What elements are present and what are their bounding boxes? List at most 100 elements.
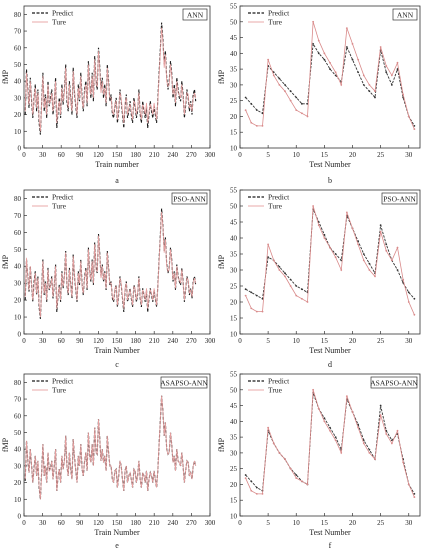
series-line-true bbox=[24, 395, 197, 500]
y-tick-label: 25 bbox=[230, 97, 238, 105]
x-axis-label: Test Number bbox=[309, 346, 351, 355]
legend-entry: Ture bbox=[52, 386, 67, 395]
y-tick-label: 60 bbox=[14, 44, 22, 52]
y-tick-label: 10 bbox=[14, 496, 22, 504]
data-point bbox=[362, 439, 365, 442]
data-point bbox=[244, 477, 247, 480]
data-point bbox=[329, 426, 331, 429]
data-point bbox=[312, 388, 315, 391]
data-point bbox=[374, 90, 376, 93]
series-line-predict bbox=[24, 208, 197, 319]
x-tick-label: 10 bbox=[293, 337, 301, 345]
series-line-true bbox=[245, 389, 415, 498]
data-point bbox=[374, 458, 376, 461]
data-point bbox=[385, 71, 388, 74]
data-point bbox=[255, 109, 258, 112]
x-tick-label: 5 bbox=[266, 337, 270, 345]
x-tick-label: 15 bbox=[321, 337, 329, 345]
data-point bbox=[385, 249, 388, 252]
panel-letter: a bbox=[115, 176, 119, 185]
model-badge-box bbox=[171, 192, 208, 205]
data-point bbox=[284, 272, 286, 275]
y-tick-label: 50 bbox=[14, 429, 22, 437]
y-tick-label: 40 bbox=[230, 418, 238, 426]
legend-entry: Predict bbox=[52, 193, 74, 202]
y-tick-label: 50 bbox=[230, 203, 238, 211]
data-point bbox=[413, 496, 416, 498]
data-point bbox=[323, 52, 326, 55]
data-point bbox=[379, 224, 382, 227]
x-tick-label: 15 bbox=[321, 151, 329, 159]
y-tick-label: 20 bbox=[14, 111, 22, 119]
data-point bbox=[284, 83, 286, 86]
data-point bbox=[289, 285, 292, 287]
x-tick-label: 300 bbox=[205, 337, 216, 345]
data-point bbox=[272, 71, 275, 74]
data-point bbox=[407, 291, 410, 294]
x-tick-label: 30 bbox=[405, 519, 413, 527]
data-point bbox=[295, 474, 298, 476]
model-badge: ASAPSO-ANN bbox=[370, 378, 418, 387]
x-tick-label: 25 bbox=[377, 337, 385, 345]
x-tick-label: 180 bbox=[130, 519, 141, 527]
x-tick-label: 150 bbox=[112, 337, 123, 345]
y-tick-label: 10 bbox=[14, 128, 22, 136]
data-point bbox=[267, 243, 270, 246]
data-point bbox=[244, 288, 247, 291]
data-point bbox=[261, 112, 264, 115]
legend-entry: Ture bbox=[52, 202, 67, 211]
data-point bbox=[255, 125, 258, 127]
data-point bbox=[329, 246, 331, 249]
data-point bbox=[278, 83, 281, 86]
x-tick-label: 0 bbox=[22, 151, 26, 159]
x-tick-label: 120 bbox=[93, 337, 104, 345]
panel-letter: d bbox=[328, 360, 332, 369]
data-point bbox=[390, 439, 393, 442]
data-point bbox=[278, 269, 281, 271]
data-point bbox=[407, 115, 410, 118]
y-tick-label: 10 bbox=[230, 145, 238, 153]
x-tick-label: 0 bbox=[238, 519, 242, 527]
data-point bbox=[323, 420, 326, 423]
x-tick-label: 60 bbox=[58, 151, 66, 159]
data-point bbox=[334, 71, 337, 74]
data-point bbox=[357, 240, 360, 243]
y-tick-label: 55 bbox=[230, 371, 238, 379]
y-tick-label: 60 bbox=[14, 412, 22, 420]
y-tick-label: 50 bbox=[14, 246, 22, 254]
data-point bbox=[323, 417, 326, 420]
y-tick-label: 30 bbox=[230, 267, 238, 275]
y-tick-label: 80 bbox=[14, 195, 22, 203]
data-point bbox=[368, 262, 371, 265]
y-tick-label: 0 bbox=[18, 513, 22, 521]
x-tick-label: 210 bbox=[149, 337, 160, 345]
data-point bbox=[390, 259, 393, 262]
y-tick-label: 45 bbox=[230, 402, 238, 410]
panel-letter: f bbox=[329, 541, 332, 550]
data-point bbox=[284, 90, 286, 93]
data-point bbox=[250, 121, 253, 124]
data-point bbox=[362, 74, 365, 77]
y-tick-label: 40 bbox=[14, 446, 22, 454]
data-point bbox=[272, 442, 275, 445]
x-tick-label: 240 bbox=[168, 151, 179, 159]
series-line-predict bbox=[24, 395, 197, 500]
data-point bbox=[345, 27, 348, 29]
x-axis-label: Train number bbox=[95, 160, 139, 169]
y-tick-label: 35 bbox=[230, 66, 238, 74]
data-point bbox=[362, 253, 365, 255]
y-tick-label: 25 bbox=[230, 283, 238, 291]
series-line-true bbox=[24, 211, 197, 318]
data-point bbox=[396, 68, 399, 71]
data-point bbox=[340, 269, 343, 271]
data-point bbox=[351, 410, 354, 413]
data-point bbox=[334, 439, 337, 442]
x-tick-label: 240 bbox=[168, 519, 179, 527]
data-point bbox=[278, 451, 281, 454]
legend-entry: Predict bbox=[52, 9, 74, 18]
x-tick-label: 10 bbox=[293, 151, 301, 159]
data-point bbox=[351, 58, 354, 61]
y-tick-label: 70 bbox=[14, 212, 22, 220]
data-point bbox=[244, 294, 247, 297]
